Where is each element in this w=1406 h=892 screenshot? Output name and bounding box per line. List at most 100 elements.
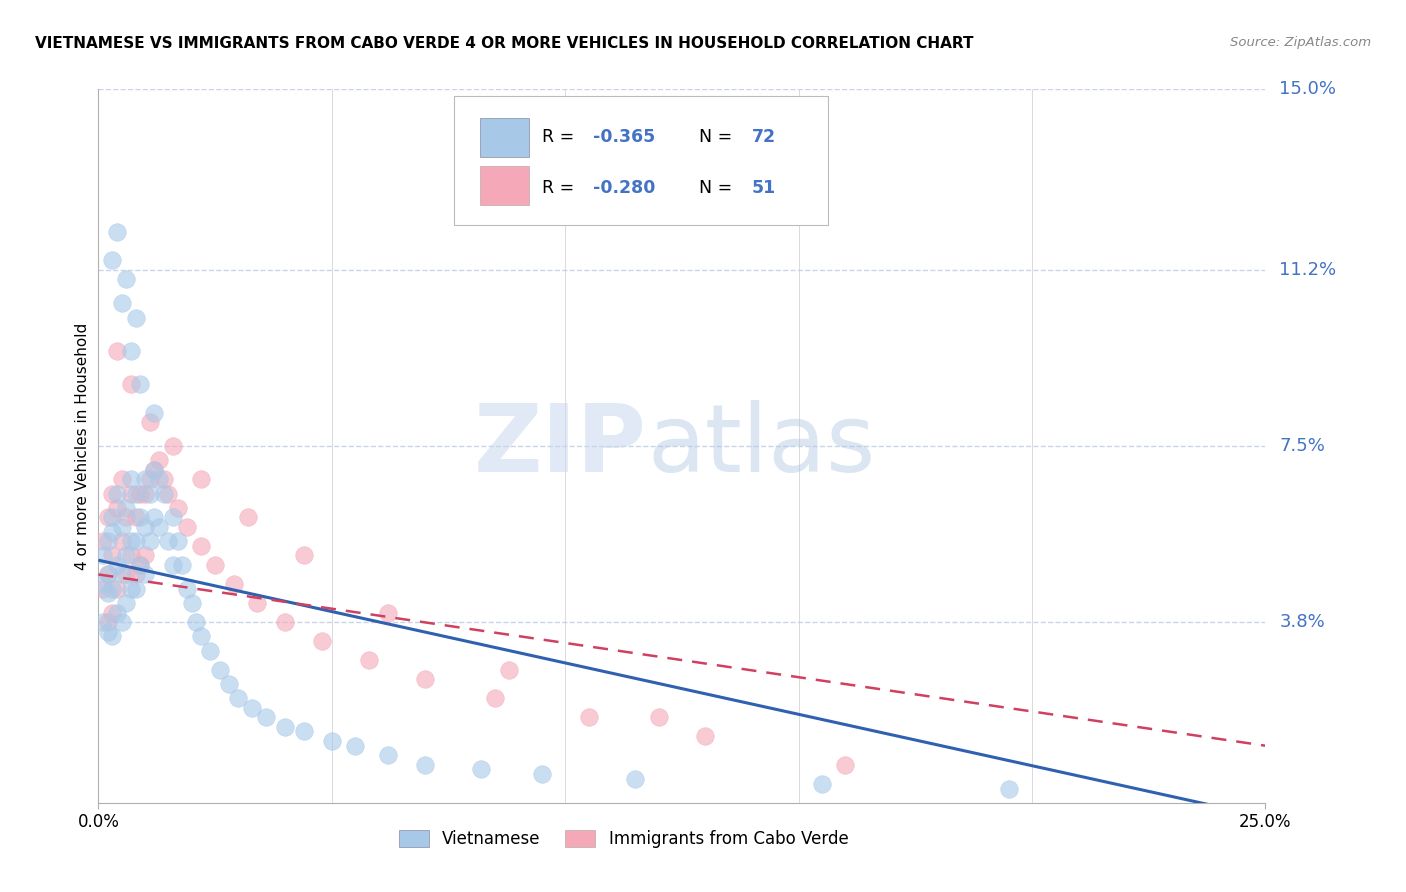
Point: [139, 534, 162, 549]
FancyBboxPatch shape: [479, 166, 529, 205]
Point: [139, 472, 162, 486]
Point: [111, 534, 134, 549]
Point: [413, 672, 436, 686]
Point: [129, 486, 152, 500]
Point: [242, 700, 264, 714]
Point: [157, 486, 180, 500]
Point: [105, 343, 128, 358]
Y-axis label: 4 or more Vehicles in Household: 4 or more Vehicles in Household: [75, 322, 90, 570]
Text: 3.8%: 3.8%: [1279, 613, 1324, 631]
Point: [97, 567, 120, 582]
Point: [311, 634, 333, 648]
Point: [176, 582, 198, 596]
Point: [134, 549, 156, 563]
Point: [236, 510, 259, 524]
Point: [624, 772, 647, 786]
Point: [101, 582, 124, 596]
Text: 15.0%: 15.0%: [1279, 80, 1336, 98]
Point: [120, 549, 142, 563]
Point: [101, 606, 124, 620]
Point: [218, 677, 240, 691]
Point: [115, 510, 138, 524]
Point: [97, 534, 120, 549]
Point: [125, 582, 148, 596]
Point: [204, 558, 226, 572]
Point: [143, 463, 166, 477]
Point: [190, 472, 212, 486]
Point: [101, 510, 124, 524]
Point: [91, 615, 114, 629]
Text: N =: N =: [699, 178, 738, 196]
Point: [157, 534, 180, 549]
Text: R =: R =: [541, 178, 579, 196]
Text: VIETNAMESE VS IMMIGRANTS FROM CABO VERDE 4 OR MORE VEHICLES IN HOUSEHOLD CORRELA: VIETNAMESE VS IMMIGRANTS FROM CABO VERDE…: [35, 36, 973, 51]
Point: [246, 596, 269, 610]
Point: [105, 558, 128, 572]
Point: [120, 534, 142, 549]
Point: [101, 524, 124, 539]
Text: 11.2%: 11.2%: [1279, 261, 1337, 279]
Legend: Vietnamese, Immigrants from Cabo Verde: Vietnamese, Immigrants from Cabo Verde: [392, 823, 855, 855]
Point: [143, 463, 166, 477]
Point: [484, 691, 506, 706]
Point: [97, 615, 120, 629]
Point: [120, 582, 142, 596]
Point: [129, 377, 152, 392]
Point: [120, 343, 142, 358]
Point: [105, 606, 128, 620]
Point: [148, 472, 170, 486]
Point: [359, 653, 381, 667]
Point: [129, 558, 152, 572]
Point: [97, 624, 120, 639]
Text: R =: R =: [541, 128, 579, 146]
Point: [129, 558, 152, 572]
Text: N =: N =: [699, 128, 738, 146]
Text: -0.280: -0.280: [593, 178, 655, 196]
Point: [105, 582, 128, 596]
Point: [111, 567, 134, 582]
Point: [101, 253, 124, 268]
Point: [115, 596, 138, 610]
Point: [274, 615, 297, 629]
Point: [125, 310, 148, 325]
Point: [134, 486, 156, 500]
Point: [125, 510, 148, 524]
FancyBboxPatch shape: [479, 118, 529, 157]
Point: [162, 439, 184, 453]
Text: atlas: atlas: [647, 400, 875, 492]
Point: [111, 296, 134, 310]
Point: [91, 534, 114, 549]
Point: [162, 558, 184, 572]
Point: [101, 629, 124, 643]
FancyBboxPatch shape: [454, 96, 828, 225]
Point: [834, 757, 856, 772]
Text: 51: 51: [752, 178, 776, 196]
Point: [111, 615, 134, 629]
Point: [172, 558, 194, 572]
Point: [91, 577, 114, 591]
Point: [152, 472, 174, 486]
Point: [997, 781, 1019, 796]
Point: [413, 757, 436, 772]
Point: [530, 767, 553, 781]
Point: [101, 486, 124, 500]
Text: -0.365: -0.365: [593, 128, 655, 146]
Point: [228, 691, 250, 706]
Point: [647, 710, 669, 724]
Point: [97, 510, 120, 524]
Point: [208, 663, 231, 677]
Text: 72: 72: [752, 128, 776, 146]
Point: [101, 549, 124, 563]
Point: [105, 486, 128, 500]
Point: [695, 729, 717, 743]
Point: [134, 520, 156, 534]
Point: [344, 739, 367, 753]
Point: [125, 534, 148, 549]
Point: [256, 710, 278, 724]
Point: [292, 549, 315, 563]
Point: [120, 486, 142, 500]
Point: [115, 549, 138, 563]
Point: [97, 586, 120, 600]
Point: [125, 567, 148, 582]
Point: [91, 549, 114, 563]
